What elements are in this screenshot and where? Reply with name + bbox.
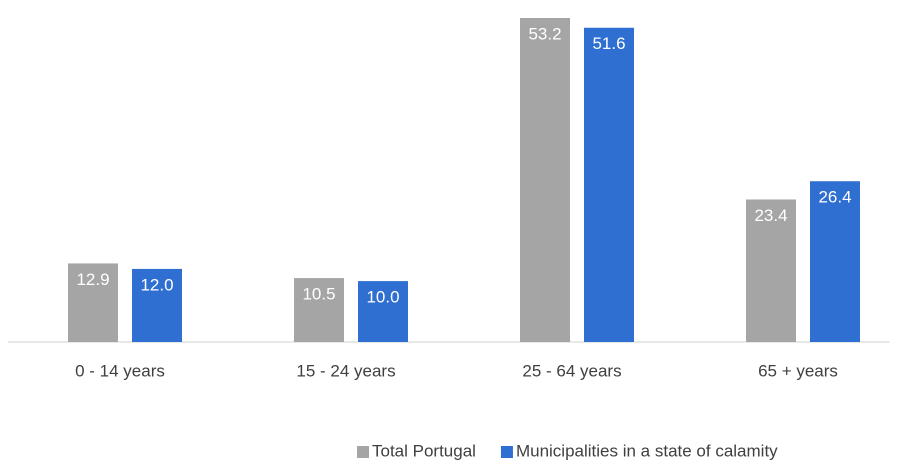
bar — [294, 278, 344, 342]
bar — [68, 263, 118, 342]
x-tick-label: 65 + years — [758, 361, 838, 380]
bar — [584, 27, 634, 343]
data-label: 12.0 — [140, 275, 173, 294]
data-label: 10.5 — [302, 285, 335, 304]
legend-label: Total Portugal — [372, 441, 476, 460]
bar — [520, 18, 570, 342]
data-label: 10.0 — [366, 288, 399, 307]
bar — [810, 181, 860, 342]
legend-swatch — [357, 446, 369, 458]
data-label: 51.6 — [592, 34, 625, 53]
data-label: 12.9 — [76, 270, 109, 289]
data-label: 23.4 — [754, 206, 787, 225]
data-label: 26.4 — [818, 188, 851, 207]
bar — [358, 281, 408, 342]
legend-label: Municipalities in a state of calamity — [516, 441, 778, 460]
legend-swatch — [500, 446, 513, 458]
bar — [746, 199, 796, 342]
data-label: 53.2 — [528, 24, 561, 43]
x-tick-label: 25 - 64 years — [522, 361, 621, 380]
x-tick-label: 0 - 14 years — [75, 361, 165, 380]
x-tick-label: 15 - 24 years — [296, 361, 395, 380]
bar — [132, 268, 182, 342]
